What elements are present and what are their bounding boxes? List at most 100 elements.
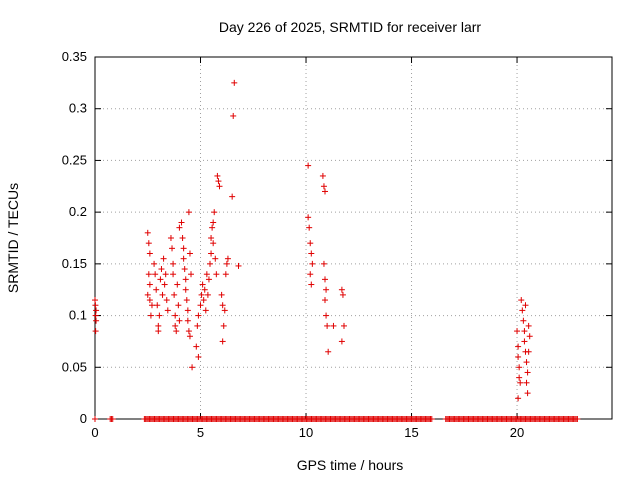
data-point [210, 240, 217, 247]
data-point [170, 260, 177, 267]
data-point [181, 266, 188, 273]
data-point [339, 291, 346, 298]
data-point [330, 322, 337, 329]
x-tick-label: 15 [404, 425, 418, 440]
data-point [154, 302, 161, 309]
data-point [231, 79, 238, 86]
y-tick-label: 0.05 [62, 359, 87, 374]
x-tick-label: 20 [510, 425, 524, 440]
y-tick-label: 0.15 [62, 256, 87, 271]
x-tick-label: 10 [299, 425, 313, 440]
data-point [197, 302, 204, 309]
data-point [161, 281, 168, 288]
data-point [153, 286, 160, 293]
data-point [148, 302, 155, 309]
data-point [322, 188, 329, 195]
data-point [184, 317, 191, 324]
data-point [172, 322, 179, 329]
data-point [215, 178, 222, 185]
data-point [164, 307, 171, 314]
data-point [521, 328, 528, 335]
data-point [159, 291, 166, 298]
data-point [219, 338, 226, 345]
data-point [306, 224, 313, 231]
data-point [219, 302, 226, 309]
y-tick-label: 0.25 [62, 152, 87, 167]
baseline-point [428, 416, 435, 422]
baseline-point [92, 416, 98, 422]
data-point [229, 193, 236, 200]
data-point [185, 328, 192, 335]
data-point [194, 322, 201, 329]
data-point [201, 286, 208, 293]
data-point [323, 312, 330, 319]
data-point [221, 307, 228, 314]
data-point [146, 281, 153, 288]
y-tick-label: 0.35 [62, 49, 87, 64]
data-point [515, 353, 522, 360]
y-tick-label: 0.2 [69, 204, 87, 219]
data-point [213, 271, 220, 278]
data-point [180, 245, 187, 252]
data-point [220, 322, 227, 329]
data-point [178, 219, 185, 226]
data-point [305, 162, 312, 169]
data-point [155, 328, 162, 335]
data-point [189, 364, 196, 371]
data-point [320, 260, 327, 267]
data-point [322, 276, 329, 283]
data-point [516, 364, 523, 371]
chart-title: Day 226 of 2025, SRMTID for receiver lar… [219, 19, 482, 35]
data-point [198, 291, 205, 298]
data-point [185, 209, 192, 216]
tick-layer: 0 0.05 0.1 0.15 0.2 0.25 0.3 0.35 0 5 10 15 20 [62, 49, 612, 440]
data-point [176, 224, 183, 231]
data-point [186, 250, 193, 257]
data-point [218, 291, 225, 298]
data-point [145, 240, 152, 247]
data-point [171, 291, 178, 298]
data-point [230, 112, 237, 119]
data-point [146, 250, 153, 257]
data-point [160, 255, 167, 262]
data-point [167, 235, 174, 241]
data-point [195, 353, 202, 360]
data-point [211, 209, 218, 216]
y-tick-label: 0 [80, 411, 87, 426]
data-point [525, 322, 532, 329]
data-point [158, 266, 165, 273]
data-point [222, 271, 229, 278]
data-point [199, 281, 206, 288]
data-point [308, 250, 315, 257]
data-point [307, 271, 314, 278]
data-point [307, 240, 314, 247]
data-point [341, 322, 348, 329]
data-point [338, 286, 345, 293]
data-point [188, 271, 195, 278]
data-point [92, 302, 99, 309]
data-point [216, 183, 223, 190]
data-point [209, 224, 216, 231]
data-point [202, 307, 209, 314]
data-point [175, 302, 182, 309]
data-point [179, 235, 186, 241]
data-point [92, 297, 98, 304]
data-point [93, 317, 100, 324]
data-point [144, 229, 151, 236]
data-point [525, 348, 532, 355]
data-point [517, 379, 524, 386]
data-point [515, 343, 522, 350]
data-point [320, 183, 327, 190]
data-point [515, 395, 522, 402]
data-point [207, 260, 214, 267]
data-point [305, 214, 312, 221]
data-point [519, 307, 526, 314]
data-point [526, 333, 533, 340]
data-point [170, 271, 177, 278]
data-point [514, 328, 521, 335]
data-point [146, 297, 153, 304]
data-point [200, 297, 207, 304]
data-point [172, 312, 179, 319]
data-point [145, 271, 152, 278]
data-point [205, 276, 212, 283]
